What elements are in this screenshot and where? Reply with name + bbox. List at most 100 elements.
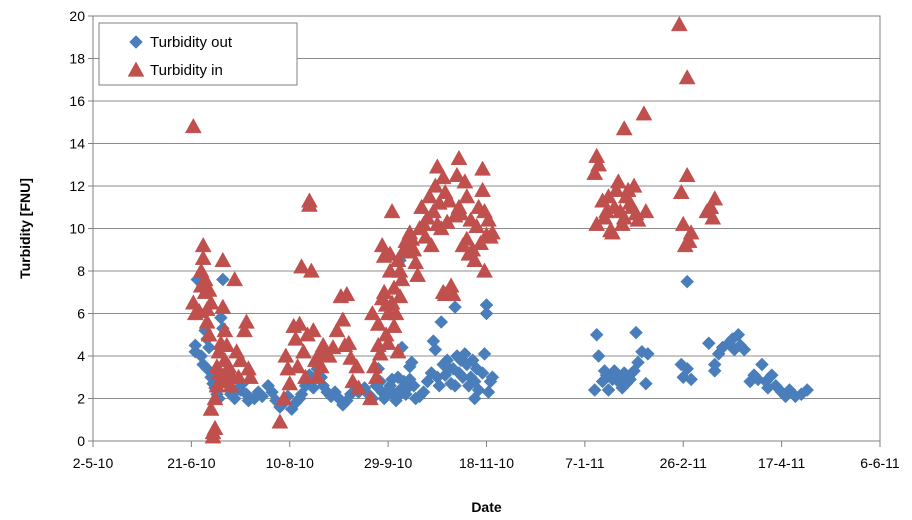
data-point	[480, 211, 497, 227]
series-turbidity-out	[188, 253, 815, 416]
y-tick-label: 18	[69, 51, 85, 67]
data-point	[275, 389, 293, 406]
data-point	[637, 202, 655, 219]
data-point	[416, 385, 431, 399]
data-point	[304, 321, 322, 338]
data-point	[448, 166, 466, 183]
data-point	[342, 349, 360, 365]
data-point	[609, 173, 627, 189]
data-point	[413, 198, 430, 214]
data-point	[236, 321, 253, 338]
x-tick-label: 18-11-10	[459, 455, 514, 471]
data-point	[586, 164, 604, 180]
data-point	[424, 202, 442, 219]
data-point	[631, 355, 645, 370]
x-axis-title: Date	[471, 499, 502, 515]
data-point	[635, 105, 653, 121]
data-point	[603, 224, 621, 240]
data-point	[448, 378, 462, 393]
data-point	[200, 281, 218, 297]
x-tick-label: 26-2-11	[660, 455, 707, 471]
legend: Turbidity out Turbidity in	[98, 22, 298, 86]
data-point	[625, 177, 643, 193]
data-point	[590, 156, 608, 172]
x-tick-label: 10-8-10	[266, 455, 314, 471]
data-point	[476, 262, 493, 278]
data-point	[458, 188, 476, 204]
data-point	[615, 120, 633, 136]
data-point	[678, 166, 696, 183]
data-point	[629, 325, 643, 340]
data-point	[670, 15, 688, 32]
data-point	[477, 347, 492, 361]
data-point	[481, 385, 496, 399]
data-point	[391, 287, 409, 304]
series-turbidity-in	[184, 15, 724, 444]
x-tick-label: 21-6-10	[167, 455, 215, 471]
legend-marker	[127, 61, 145, 77]
legend-label: Turbidity out	[150, 34, 233, 51]
data-point	[297, 368, 314, 384]
data-point	[404, 355, 419, 370]
data-point	[704, 209, 722, 225]
data-point	[301, 196, 318, 212]
data-point	[587, 383, 602, 397]
legend-marker	[129, 35, 143, 49]
y-tick-label: 8	[77, 263, 85, 279]
data-point	[387, 304, 405, 321]
data-point	[320, 347, 338, 363]
data-point	[640, 347, 655, 361]
y-tick-label: 2	[77, 391, 85, 407]
data-point	[434, 315, 449, 329]
data-point	[471, 383, 486, 397]
data-point	[601, 383, 616, 397]
data-point	[639, 376, 653, 391]
y-axis-title: Turbidity [FNU]	[17, 178, 33, 279]
data-point	[678, 69, 696, 85]
y-tick-label: 12	[69, 178, 85, 194]
data-point	[202, 340, 216, 355]
data-point	[485, 370, 500, 385]
y-tick-label: 10	[69, 221, 85, 237]
data-point	[483, 224, 501, 240]
data-point	[409, 266, 427, 282]
data-point	[363, 304, 381, 321]
data-point	[295, 343, 312, 359]
data-point	[302, 262, 320, 278]
data-point	[707, 364, 722, 378]
data-point	[241, 368, 259, 384]
data-point	[371, 345, 389, 361]
data-point	[674, 215, 692, 231]
data-point	[255, 389, 270, 404]
data-point	[428, 342, 443, 357]
x-tick-label: 17-4-11	[758, 455, 805, 471]
data-point	[426, 177, 444, 193]
data-point	[474, 181, 491, 197]
data-point	[385, 317, 403, 333]
data-point	[737, 342, 752, 357]
data-point	[428, 158, 446, 174]
data-point	[405, 241, 423, 257]
data-point	[328, 321, 346, 338]
data-point	[230, 368, 248, 384]
data-point	[479, 306, 494, 321]
axis-ticks	[88, 15, 881, 447]
y-tick-label: 16	[69, 93, 85, 109]
data-point	[202, 400, 220, 416]
y-tick-label: 6	[77, 306, 85, 322]
data-point	[340, 334, 358, 350]
data-point	[184, 117, 202, 134]
data-point	[226, 270, 244, 287]
data-point	[701, 336, 716, 351]
y-tick-labels: 0 2 4 6 8 10 12 14 16 18 20	[69, 8, 85, 449]
data-point	[393, 270, 411, 287]
data-point	[680, 274, 695, 289]
data-point	[474, 160, 491, 176]
data-point	[421, 188, 438, 204]
data-point	[475, 366, 490, 380]
data-point	[469, 361, 484, 376]
data-point	[238, 313, 255, 329]
data-point	[277, 347, 295, 363]
data-point	[200, 326, 218, 342]
